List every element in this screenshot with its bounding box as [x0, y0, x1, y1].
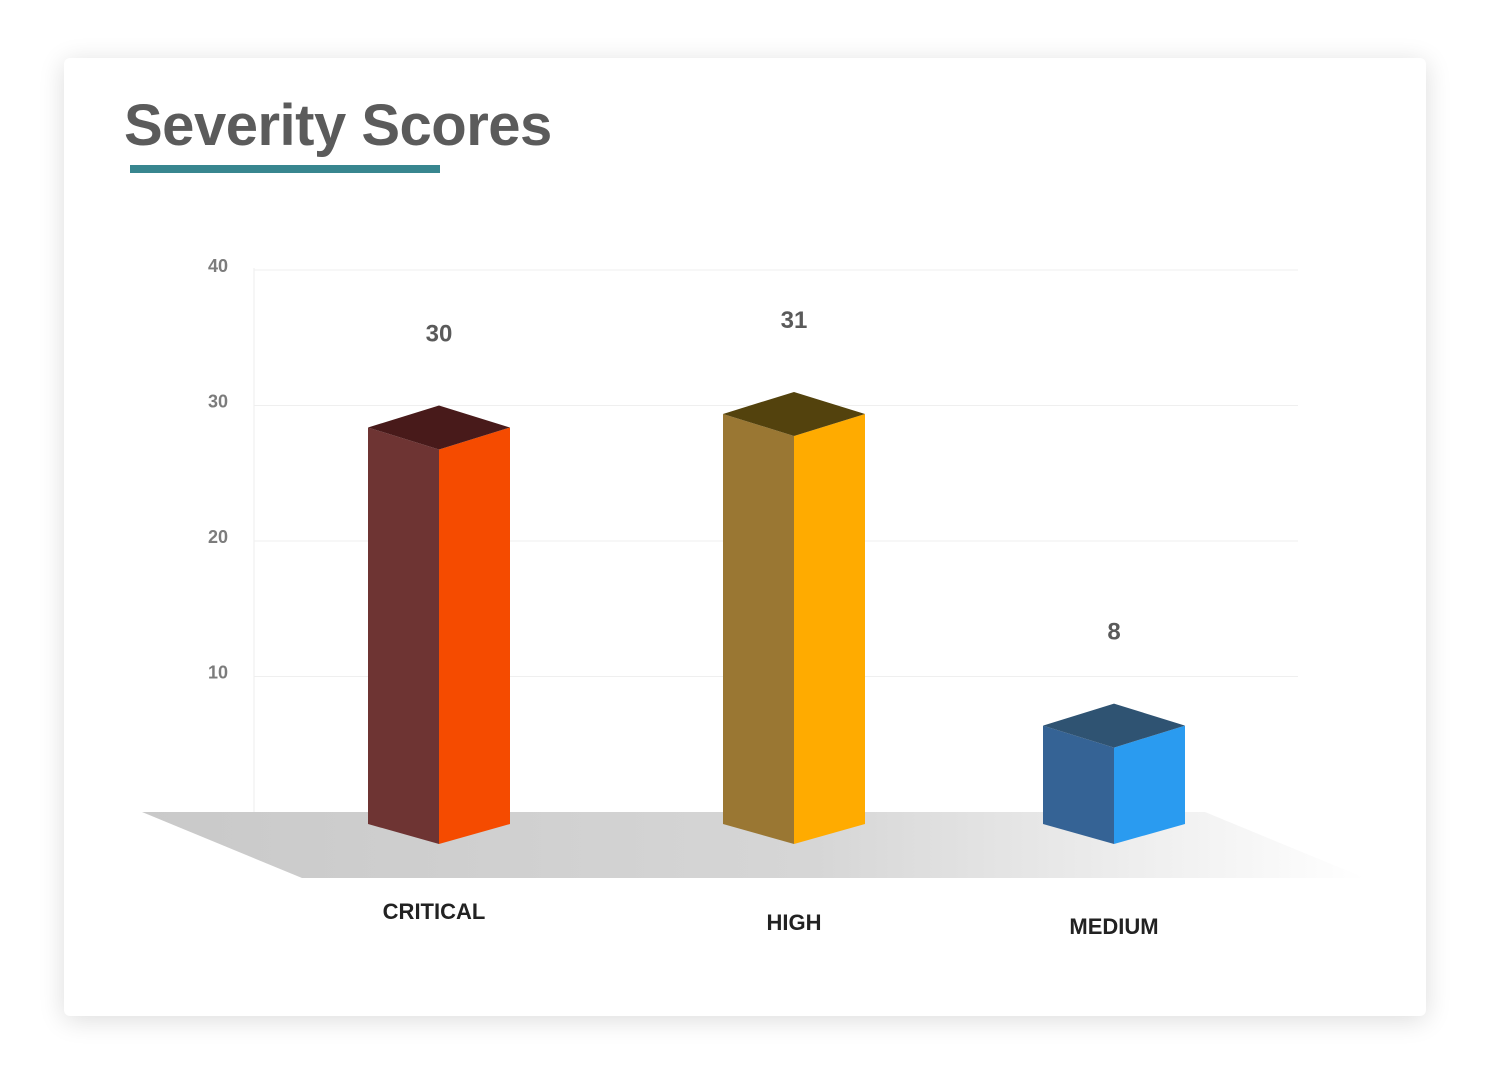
x-category-label: HIGH — [767, 910, 822, 935]
y-tick-label: 20 — [208, 527, 228, 547]
bar-value-label: 8 — [1107, 619, 1120, 646]
bar-side-face — [368, 427, 439, 844]
bar-value-label: 30 — [426, 321, 453, 348]
bar-front-face — [794, 413, 865, 844]
bar-high — [723, 391, 865, 844]
bar-medium — [1043, 703, 1185, 844]
bar-critical — [368, 405, 510, 844]
y-tick-label: 40 — [208, 256, 228, 276]
bar-side-face — [723, 413, 794, 844]
x-category-label: MEDIUM — [1069, 914, 1158, 939]
bar-top-face — [1043, 703, 1185, 748]
x-category-label: CRITICAL — [383, 899, 486, 924]
title-underline — [130, 165, 440, 173]
bar-top-face — [368, 405, 510, 450]
bar-value-label: 31 — [781, 307, 808, 334]
chart-title: Severity Scores — [124, 93, 552, 158]
bar-side-face — [1043, 725, 1114, 844]
bar-front-face — [1114, 725, 1185, 844]
y-tick-label: 30 — [208, 392, 228, 412]
bar-front-face — [439, 427, 510, 844]
y-tick-label: 10 — [208, 663, 228, 683]
bar-top-face — [723, 391, 865, 436]
